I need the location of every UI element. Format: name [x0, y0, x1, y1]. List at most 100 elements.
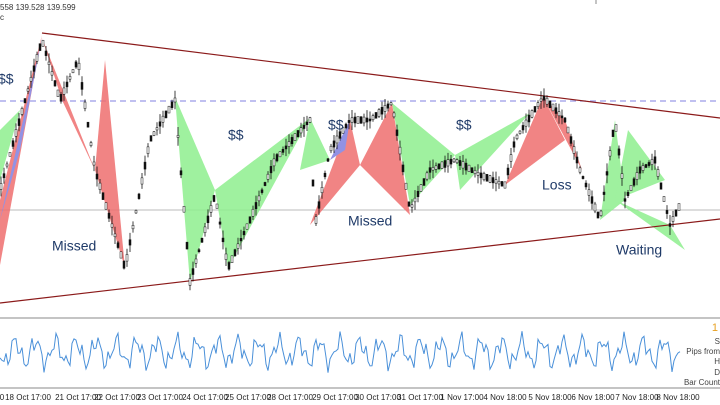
candle-body [8, 152, 12, 157]
candle-body [374, 112, 378, 119]
candle-body [527, 114, 531, 123]
candle-body [152, 131, 156, 136]
candle-body [440, 161, 444, 169]
candle-body [242, 231, 246, 236]
candle-body [605, 171, 609, 176]
candle-body [407, 201, 411, 207]
candle-body [125, 254, 129, 262]
candle-body [314, 216, 318, 224]
candle-body [455, 159, 459, 164]
candle-body [176, 135, 180, 138]
candle-body [386, 103, 390, 109]
candle-body [233, 249, 237, 257]
candle-body [278, 151, 282, 158]
candle-body [461, 161, 465, 169]
candle-body [614, 124, 618, 132]
candle-body [557, 111, 561, 117]
candle-body [287, 141, 291, 147]
candle-body [392, 112, 396, 118]
x-axis-label: 18 Oct 17:00 [5, 393, 51, 402]
candle-body [371, 115, 375, 121]
candle-body [434, 165, 438, 170]
candle-body [350, 117, 354, 123]
candle-body [284, 145, 288, 150]
waiting-label: Waiting [616, 242, 662, 258]
candle-body [101, 192, 105, 200]
x-axis-label: 6 Nov 18:00 [571, 393, 615, 402]
pattern-green [0, 110, 20, 180]
candle-body [662, 196, 666, 202]
candle-body [590, 196, 594, 204]
candle-body [674, 209, 678, 217]
candle-body [134, 210, 138, 214]
candle-body [275, 154, 279, 162]
patterns [0, 35, 685, 283]
candle-body [296, 130, 300, 138]
quote: 558 139.528 139.599 [0, 3, 76, 12]
candle-body [497, 180, 501, 185]
profit-label: $$ [328, 117, 344, 133]
candle-body [251, 209, 255, 217]
candle-body [575, 156, 579, 164]
pattern-red [42, 38, 95, 170]
candle-body [338, 131, 342, 139]
candle-body [659, 182, 663, 190]
candle-body [230, 255, 234, 264]
candle-body [620, 173, 624, 179]
candle-body [89, 142, 93, 146]
candle-body [14, 129, 18, 137]
candle-body [641, 165, 645, 171]
candle-body [473, 170, 477, 174]
candle-body [272, 158, 276, 167]
candle-body [188, 278, 192, 286]
candle-body [293, 133, 297, 141]
candle-body [149, 135, 153, 142]
x-axis-label: 23 Oct 17:00 [137, 393, 183, 402]
x-axis-label: 5 Nov 18:00 [528, 393, 572, 402]
candle-body [113, 233, 117, 238]
candle-body [128, 239, 132, 246]
candle-body [290, 137, 294, 145]
candle-body [359, 116, 363, 124]
candle-body [611, 129, 615, 137]
candle-body [563, 117, 567, 123]
candle-body [593, 203, 597, 212]
candle-body [305, 121, 309, 126]
pattern-green [615, 200, 685, 250]
candle-body [464, 162, 468, 171]
candle-body [131, 225, 135, 230]
candle-body [179, 170, 183, 176]
candle-body [26, 88, 30, 92]
candle-body [404, 182, 408, 190]
pattern-red [95, 60, 125, 268]
candle-body [572, 146, 576, 154]
info-line: H [714, 357, 720, 366]
candle-body [551, 103, 555, 112]
candle-body [542, 95, 546, 101]
candle-body [53, 80, 57, 87]
candle-body [269, 166, 273, 174]
candle-body [155, 127, 159, 131]
x-axis-label: 31 Oct 17:00 [397, 393, 443, 402]
candle-body [554, 107, 558, 114]
candle-body [485, 174, 489, 182]
candle-body [221, 237, 225, 243]
candle-body [515, 134, 519, 140]
candle-body [170, 101, 174, 108]
candle-body [65, 81, 69, 88]
candle-body [215, 203, 219, 209]
candle-body [578, 167, 582, 173]
candle-body [83, 101, 87, 109]
candle-body [629, 185, 633, 191]
candle-body [635, 172, 639, 180]
x-axis-label: 22 Oct 17:00 [94, 393, 140, 402]
candle-body [50, 71, 54, 76]
candle-body [11, 140, 15, 147]
candle-body [299, 127, 303, 134]
candle-body [122, 260, 126, 269]
candle-body [209, 205, 213, 213]
candle-body [173, 97, 177, 103]
profit-label: $$ [228, 127, 244, 143]
info-line: S [715, 337, 720, 346]
candle-body [365, 117, 369, 123]
